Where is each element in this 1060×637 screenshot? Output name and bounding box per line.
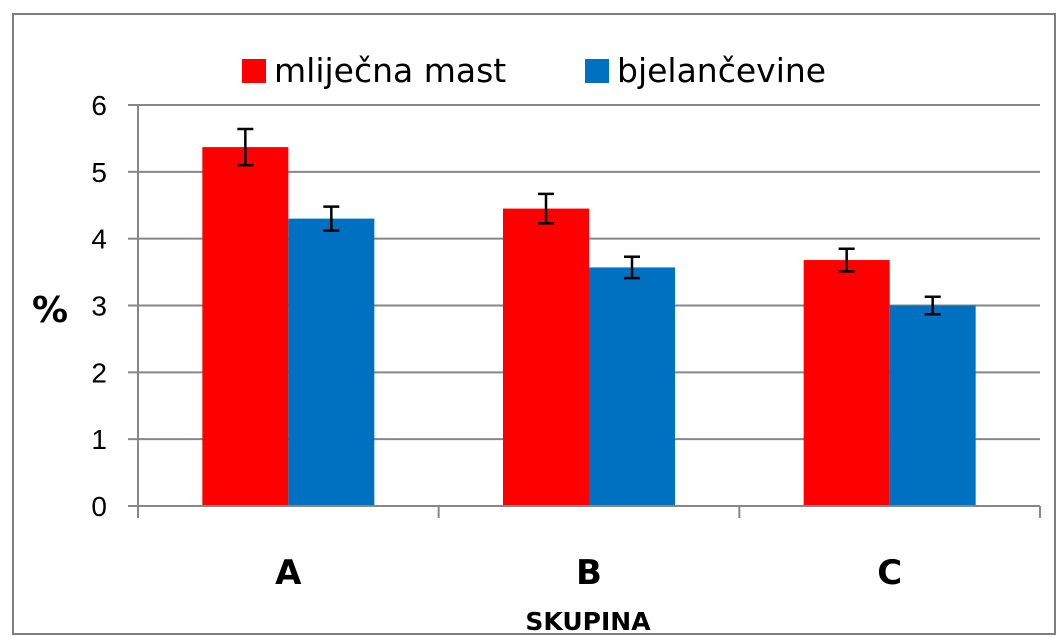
category-label: B [576, 553, 602, 593]
y-axis-title: % [32, 290, 68, 331]
x-axis [137, 505, 1041, 518]
legend-label: bjelančevine [617, 51, 826, 90]
y-tick-label: 4 [91, 224, 107, 255]
y-tick-label: 5 [91, 157, 107, 188]
y-tick-label: 6 [91, 90, 107, 121]
category-label: C [877, 553, 902, 593]
bar [589, 267, 675, 506]
bars [202, 147, 976, 507]
bar [288, 218, 375, 506]
y-tick-label: 1 [91, 424, 107, 455]
y-tick-label: 0 [91, 491, 107, 522]
category-labels: A B C [275, 553, 902, 593]
x-axis-title: SKUPINA [525, 607, 651, 636]
legend-label: mliječna mast [274, 51, 506, 90]
legend-swatch [242, 59, 266, 83]
error-bars [237, 127, 941, 316]
y-tick-label: 2 [91, 357, 107, 388]
bar [503, 208, 589, 506]
bar [202, 147, 289, 507]
legend-swatch [585, 59, 609, 83]
bar [803, 260, 890, 506]
y-tick-labels: 0 1 2 3 4 5 6 [91, 90, 107, 522]
bar [889, 305, 976, 506]
category-label: A [275, 553, 302, 593]
y-tick-label: 3 [91, 291, 107, 322]
legend: mliječna mast bjelančevine [242, 51, 826, 90]
